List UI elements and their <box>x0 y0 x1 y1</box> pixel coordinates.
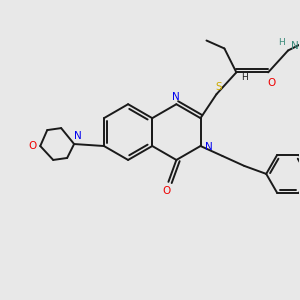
Text: N: N <box>74 131 82 141</box>
Text: O: O <box>28 141 36 151</box>
Text: N: N <box>291 41 299 52</box>
Text: H: H <box>241 73 248 82</box>
Text: N: N <box>172 92 179 102</box>
Text: O: O <box>267 78 275 88</box>
Text: H: H <box>278 38 284 47</box>
Text: O: O <box>162 186 170 196</box>
Text: S: S <box>215 82 222 92</box>
Text: N: N <box>205 142 212 152</box>
